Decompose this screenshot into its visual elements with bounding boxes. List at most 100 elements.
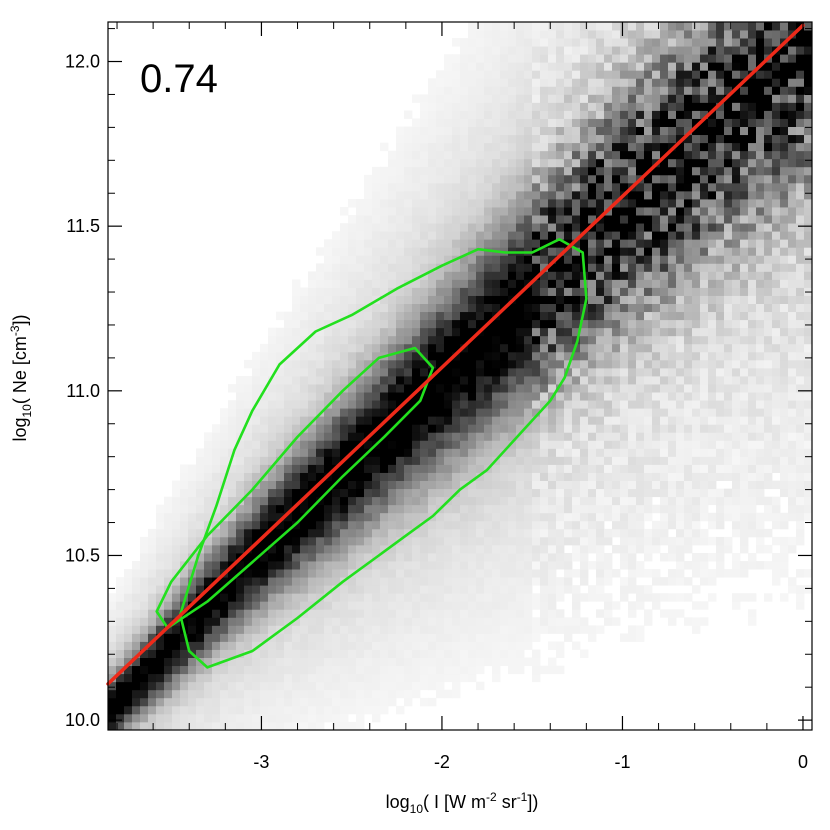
density-cell [564, 295, 573, 304]
density-cell [212, 641, 221, 650]
density-cell [244, 359, 253, 369]
density-cell [436, 158, 445, 168]
density-cell [420, 536, 429, 546]
density-cell [188, 585, 197, 594]
density-cell [508, 134, 517, 144]
density-cell [148, 657, 157, 667]
density-cell [324, 657, 333, 667]
density-cell [652, 520, 661, 530]
density-cell [292, 424, 301, 433]
density-cell [724, 239, 733, 248]
density-cell [316, 561, 325, 570]
density-cell [692, 585, 701, 594]
density-cell [364, 528, 373, 538]
density-cell [716, 544, 725, 554]
density-cell [108, 633, 117, 642]
density-cell [436, 247, 445, 256]
density-cell [364, 641, 373, 650]
density-cell [180, 512, 189, 522]
density-cell [188, 641, 197, 650]
density-cell [148, 673, 157, 683]
density-cell [372, 392, 381, 401]
density-cell [524, 609, 533, 618]
density-cell [364, 488, 373, 498]
density-cell [540, 142, 549, 152]
density-cell [324, 641, 333, 650]
density-cell [524, 424, 533, 433]
density-cell [484, 440, 493, 449]
density-cell [420, 585, 429, 594]
density-cell [644, 118, 653, 127]
density-cell [388, 496, 397, 506]
density-cell [236, 673, 245, 683]
density-cell [404, 488, 413, 498]
density-cell [244, 432, 253, 441]
density-cell [388, 504, 397, 514]
density-cell [564, 54, 573, 63]
density-cell [652, 102, 661, 111]
density-cell [196, 520, 205, 530]
density-cell [604, 464, 613, 473]
density-cell [404, 496, 413, 506]
density-cell [356, 279, 365, 288]
density-cell [620, 424, 629, 433]
density-cell [524, 641, 533, 650]
density-cell [724, 263, 733, 272]
density-cell [236, 472, 245, 481]
density-cell [228, 544, 237, 554]
density-cell [444, 134, 453, 144]
density-cell [524, 303, 533, 313]
density-cell [708, 496, 717, 506]
density-cell [252, 512, 261, 522]
density-cell [420, 424, 429, 433]
density-cell [236, 593, 245, 602]
density-cell [300, 472, 309, 481]
density-cell [532, 416, 541, 425]
density-cell [588, 384, 597, 393]
density-cell [292, 319, 301, 329]
density-cell [668, 351, 677, 361]
density-cell [380, 343, 389, 353]
density-cell [436, 343, 445, 353]
density-cell [260, 617, 269, 626]
density-cell [500, 649, 509, 658]
density-cell [412, 609, 421, 618]
density-cell [564, 255, 573, 264]
density-cell [460, 367, 469, 377]
density-cell [244, 617, 253, 626]
density-cell [604, 376, 613, 385]
density-cell [324, 713, 333, 723]
density-cell [116, 665, 125, 675]
density-cell [452, 78, 461, 87]
density-cell [564, 271, 573, 280]
density-cell [708, 569, 717, 578]
density-cell [724, 78, 733, 87]
density-cell [628, 303, 637, 313]
density-cell [524, 633, 533, 642]
density-cell [372, 166, 381, 176]
density-cell [364, 182, 373, 192]
density-cell [404, 303, 413, 313]
density-cell [500, 528, 509, 538]
density-cell [492, 335, 501, 345]
density-cell [620, 392, 629, 401]
density-cell [636, 223, 645, 232]
density-cell [396, 665, 405, 675]
density-cell [724, 488, 733, 498]
density-cell [468, 536, 477, 546]
density-cell [444, 480, 453, 490]
density-cell [540, 207, 549, 216]
density-cell [668, 359, 677, 369]
density-cell [540, 609, 549, 618]
density-cell [676, 287, 685, 296]
density-cell [540, 351, 549, 361]
density-cell [564, 142, 573, 152]
density-cell [620, 536, 629, 546]
density-cell [468, 633, 477, 642]
density-cell [420, 512, 429, 522]
density-cell [524, 367, 533, 377]
density-cell [436, 544, 445, 554]
density-cell [364, 544, 373, 554]
density-cell [404, 520, 413, 530]
density-cell [676, 520, 685, 530]
